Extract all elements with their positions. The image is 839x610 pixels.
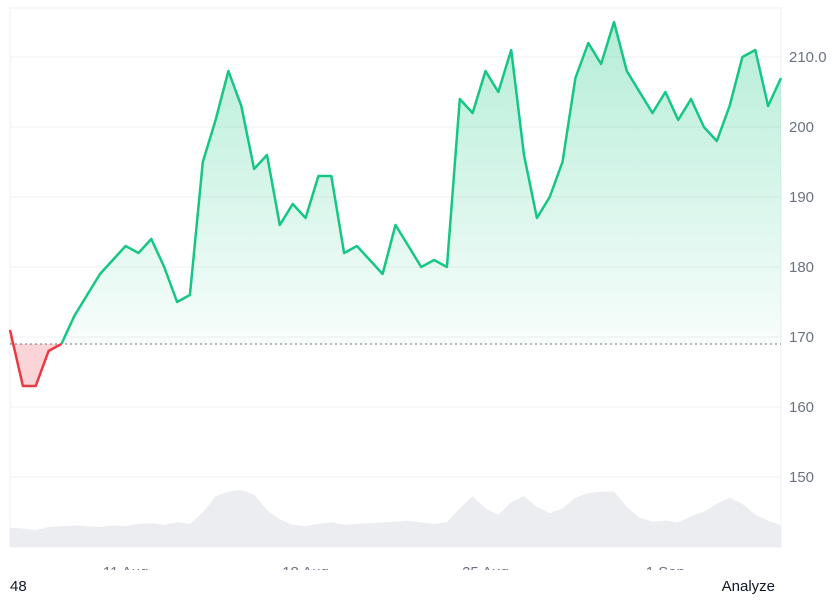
price-chart[interactable]: 150 160 170 180 190 200 210.0 11 Aug 18 Aug 25 A… (0, 0, 839, 570)
volume-area (10, 490, 781, 547)
price-series (8, 20, 783, 388)
y-tick-label: 150 (789, 469, 814, 486)
x-tick-label: 25 Aug (462, 564, 509, 570)
down-fill (10, 330, 62, 386)
y-tick-label: 170 (789, 329, 814, 346)
x-tick-label: 18 Aug (282, 564, 329, 570)
x-tick-label: 1 Sep (646, 564, 685, 570)
volume-shape (10, 490, 781, 547)
up-line (60, 20, 783, 345)
y-tick-label: 210.0 (789, 49, 827, 66)
footer-value: 48 (10, 578, 27, 595)
up-fill (61, 22, 781, 344)
down-line (8, 329, 62, 388)
analyze-button[interactable]: Analyze (721, 578, 775, 595)
x-tick-label: 11 Aug (103, 564, 149, 570)
y-tick-label: 160 (789, 399, 814, 416)
y-tick-label: 190 (789, 189, 814, 206)
x-axis: 11 Aug 18 Aug 25 Aug 1 Sep (103, 564, 685, 570)
price-fill (10, 22, 781, 386)
y-tick-label: 200 (789, 119, 814, 136)
y-axis: 150 160 170 180 190 200 210.0 (789, 49, 827, 486)
y-tick-label: 180 (789, 259, 814, 276)
